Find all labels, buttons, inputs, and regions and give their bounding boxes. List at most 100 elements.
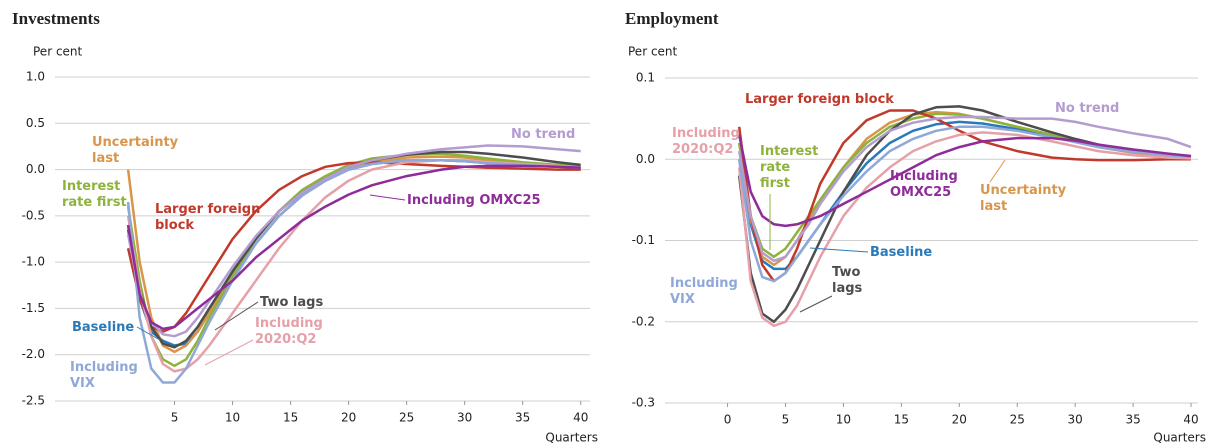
label-line: Including xyxy=(890,169,958,184)
series-label: No trend xyxy=(1055,101,1119,116)
x-tick-label: 40 xyxy=(1183,413,1198,427)
series-label: Including 2020:Q2 xyxy=(672,126,740,157)
y-tick-label: -1.0 xyxy=(22,255,45,269)
x-tick-label: 30 xyxy=(1068,413,1083,427)
label-line: No trend xyxy=(1055,101,1119,116)
x-tick-label: 40 xyxy=(573,411,588,425)
y-tick-label: -2.5 xyxy=(22,394,45,408)
x-tick-label: 15 xyxy=(894,413,909,427)
y-tick-label: -0.3 xyxy=(632,396,655,410)
series-label: Uncertainty last xyxy=(92,135,179,166)
y-axis-label: Per cent xyxy=(628,45,678,59)
x-tick-label: 25 xyxy=(1010,413,1025,427)
x-tick-label: 10 xyxy=(836,413,851,427)
y-tick-label: -0.5 xyxy=(22,208,45,222)
label-line: Uncertainty xyxy=(92,135,179,150)
x-tick-label: 15 xyxy=(283,411,298,425)
label-line: Interest xyxy=(62,179,120,194)
label-line: 2020:Q2 xyxy=(255,332,316,347)
label-line: Baseline xyxy=(870,245,932,260)
series-label: Baseline xyxy=(870,245,932,260)
x-tick-label: 35 xyxy=(515,411,530,425)
label-leader xyxy=(799,295,833,313)
series-label: Including VIX xyxy=(670,276,738,307)
label-leader xyxy=(989,159,1006,183)
x-tick-label: 20 xyxy=(341,411,356,425)
series-line xyxy=(737,109,1191,283)
y-tick-label: 0.5 xyxy=(26,116,45,130)
series-line xyxy=(126,159,581,384)
x-tick-label: 35 xyxy=(1125,413,1140,427)
series-line xyxy=(126,160,581,333)
label-line: block xyxy=(155,218,194,233)
y-tick-label: 0.0 xyxy=(26,162,45,176)
label-line: No trend xyxy=(511,127,575,142)
series-label: Two lags xyxy=(832,265,863,296)
label-line: Two xyxy=(832,265,860,280)
label-line: Interest xyxy=(760,144,818,159)
series-label: Two lags xyxy=(260,295,323,310)
x-tick-label: 5 xyxy=(171,411,179,425)
chart-title: Investments xyxy=(12,9,100,28)
label-line: Including xyxy=(672,126,740,141)
series-label: Uncertainty last xyxy=(980,183,1067,214)
series-line xyxy=(737,125,1192,283)
label-line: Including xyxy=(70,360,138,375)
label-line: rate xyxy=(760,160,790,175)
x-tick-label: 30 xyxy=(457,411,472,425)
series-label: Baseline xyxy=(72,320,134,335)
series-line xyxy=(737,105,1192,324)
label-line: Including xyxy=(670,276,738,291)
x-tick-label: 0 xyxy=(724,413,732,427)
series-label: Including OMXC25 xyxy=(407,193,541,208)
y-tick-label: -0.1 xyxy=(632,233,655,247)
label-leader xyxy=(214,301,259,331)
label-leader xyxy=(809,247,869,253)
series-label: Larger foreign block xyxy=(745,92,894,107)
label-line: lags xyxy=(832,281,863,296)
label-line: Larger foreign block xyxy=(745,92,894,107)
label-leader xyxy=(204,339,254,366)
y-tick-label: -0.2 xyxy=(632,314,655,328)
y-tick-label: -1.5 xyxy=(22,301,45,315)
y-tick-label: 0.1 xyxy=(636,71,655,85)
label-line: last xyxy=(980,199,1007,214)
series-label: Interest rate first xyxy=(760,144,818,191)
series-label: No trend xyxy=(511,127,575,142)
series-line xyxy=(126,164,581,331)
label-line: last xyxy=(92,151,119,166)
label-line: Including xyxy=(255,316,323,331)
label-line: OMXC25 xyxy=(890,185,951,200)
label-line: Two lags xyxy=(260,295,323,310)
label-line: rate first xyxy=(62,195,127,210)
label-line: Uncertainty xyxy=(980,183,1067,198)
series-label: Including 2020:Q2 xyxy=(255,316,323,347)
series-label: Including OMXC25 xyxy=(890,169,958,200)
y-tick-label: -2.0 xyxy=(22,347,45,361)
series-line xyxy=(737,115,1192,263)
label-line: Baseline xyxy=(72,320,134,335)
y-axis-label: Per cent xyxy=(33,45,83,59)
series-label: Including VIX xyxy=(70,360,138,391)
label-line: Including OMXC25 xyxy=(407,193,541,208)
x-tick-label: 20 xyxy=(952,413,967,427)
x-tick-label: 10 xyxy=(225,411,240,425)
series-line xyxy=(737,134,1192,228)
series-line xyxy=(737,131,1192,328)
x-axis-label: Quarters xyxy=(1153,431,1206,445)
label-line: VIX xyxy=(70,376,95,391)
series-line xyxy=(126,155,581,354)
label-line: 2020:Q2 xyxy=(672,142,733,157)
label-line: VIX xyxy=(670,292,695,307)
label-leader xyxy=(136,326,161,341)
y-tick-label: 0.0 xyxy=(636,152,655,166)
label-line: Larger foreign xyxy=(155,202,260,217)
label-leader xyxy=(369,194,406,201)
series-label: Interest rate first xyxy=(62,179,127,210)
label-line: first xyxy=(760,176,790,191)
series-line xyxy=(126,159,581,347)
x-tick-label: 25 xyxy=(399,411,414,425)
series-label: Larger foreign block xyxy=(155,202,260,233)
x-axis-label: Quarters xyxy=(545,431,598,445)
